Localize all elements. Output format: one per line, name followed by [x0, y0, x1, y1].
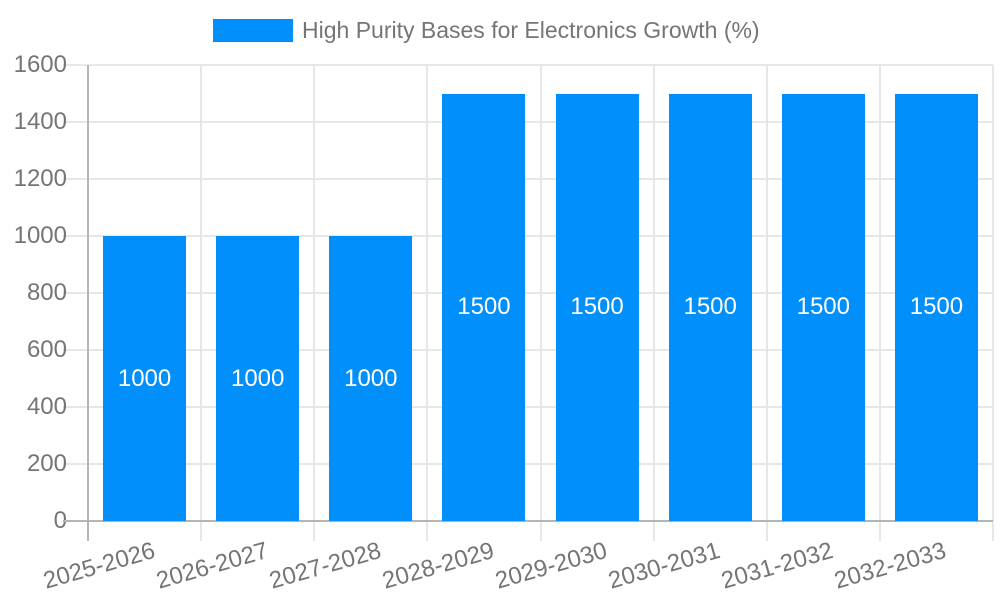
bar	[329, 236, 413, 521]
bar	[668, 93, 752, 521]
bar-value-label: 1000	[344, 364, 398, 392]
y-axis-tick-label: 1400	[13, 108, 67, 135]
y-axis-tick-label: 800	[26, 279, 67, 306]
y-axis-tick-label: 1600	[13, 51, 67, 78]
bar-value-label: 1500	[570, 293, 624, 321]
y-gridline	[63, 349, 993, 351]
bar-value-label: 1500	[796, 293, 850, 321]
x-gridline	[992, 65, 994, 541]
y-axis-tick-label: 400	[26, 393, 67, 420]
bar	[894, 93, 978, 521]
x-gridline	[652, 65, 655, 541]
y-gridline	[63, 64, 993, 66]
y-axis-tick-label: 600	[26, 336, 67, 363]
y-gridline	[63, 178, 993, 180]
y-gridline	[63, 463, 993, 465]
legend-swatch	[213, 19, 293, 42]
y-axis-tick-label: 1200	[13, 165, 67, 192]
bar	[442, 93, 526, 521]
bar-value-label: 1500	[683, 293, 737, 321]
bar	[781, 93, 865, 521]
bar	[103, 236, 187, 521]
bar-value-label: 1500	[909, 293, 964, 321]
bar-value-label: 1000	[117, 364, 172, 392]
legend-item[interactable]: High Purity Bases for Electronics Growth…	[213, 17, 760, 44]
y-gridline	[63, 121, 993, 123]
y-gridline	[63, 292, 993, 294]
x-gridline	[765, 65, 768, 541]
y-axis-tick-label: 200	[26, 450, 67, 477]
y-axis-tick-label: 1000	[13, 222, 67, 249]
y-gridline	[63, 406, 993, 408]
legend-label: High Purity Bases for Electronics Growth…	[302, 17, 760, 43]
y-axis-line	[87, 65, 89, 541]
x-gridline	[426, 65, 429, 541]
x-gridline	[200, 65, 203, 541]
bar-value-label: 1500	[457, 293, 511, 321]
y-gridline	[63, 235, 993, 237]
y-axis-tick-label: 0	[53, 507, 67, 534]
x-gridline	[878, 65, 881, 541]
x-gridline	[539, 65, 542, 541]
bar	[555, 93, 639, 521]
bar	[216, 236, 300, 521]
x-axis-line	[63, 520, 993, 522]
x-gridline	[313, 65, 316, 541]
bar-value-label: 1000	[230, 364, 285, 392]
